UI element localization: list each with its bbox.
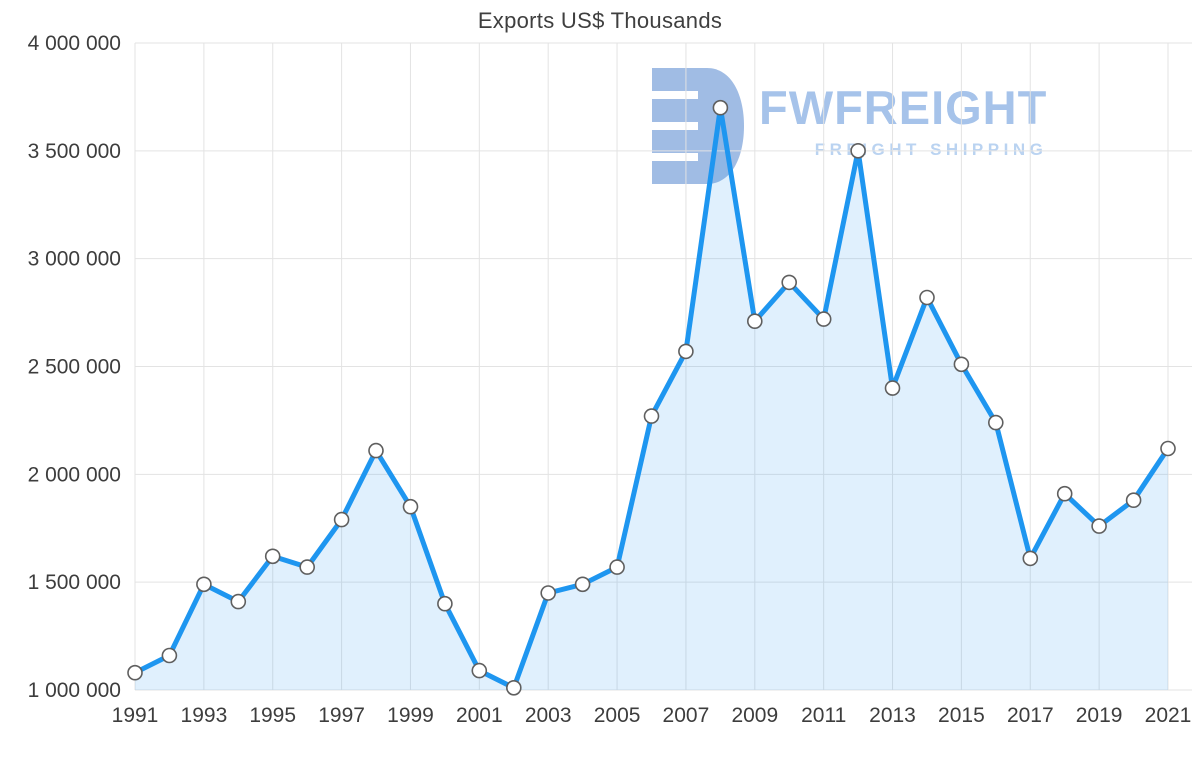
y-axis-labels: 1 000 000 1 500 000 2 000 000 2 500 000 3 00… — [28, 32, 121, 702]
svg-text:1993: 1993 — [181, 704, 228, 727]
svg-text:1 500 000: 1 500 000 — [28, 571, 121, 594]
svg-text:1999: 1999 — [387, 704, 434, 727]
x-axis-labels: 1991 1993 1995 1997 1999 2001 2003 2005 2007 2009… — [112, 704, 1192, 727]
svg-text:2019: 2019 — [1076, 704, 1123, 727]
watermark-brand: FWFREIGHT — [759, 81, 1048, 134]
svg-text:2 500 000: 2 500 000 — [28, 356, 121, 379]
svg-text:3 500 000: 3 500 000 — [28, 140, 121, 163]
watermark-text: FWFREIGHT FREIGHT SHIPPING — [759, 68, 1047, 160]
svg-text:2011: 2011 — [801, 704, 846, 727]
svg-text:2001: 2001 — [456, 704, 503, 727]
svg-text:1997: 1997 — [318, 704, 365, 727]
series-markers — [127, 99, 1176, 696]
svg-text:2009: 2009 — [731, 704, 778, 727]
svg-text:3 000 000: 3 000 000 — [28, 248, 121, 271]
svg-text:4 000 000: 4 000 000 — [28, 32, 121, 55]
svg-text:2005: 2005 — [594, 704, 641, 727]
chart-title: Exports US$ Thousands — [477, 8, 723, 33]
svg-text:2003: 2003 — [525, 704, 572, 727]
svg-text:2007: 2007 — [663, 704, 710, 727]
svg-text:2015: 2015 — [938, 704, 985, 727]
watermark-tagline: FREIGHT SHIPPING — [814, 140, 1048, 159]
svg-text:2017: 2017 — [1007, 704, 1054, 727]
gridlines — [134, 42, 1192, 691]
svg-text:2 000 000: 2 000 000 — [28, 463, 121, 486]
series-area — [135, 107, 1168, 690]
svg-text:2021: 2021 — [1145, 704, 1192, 727]
svg-text:1 000 000: 1 000 000 — [28, 679, 121, 702]
svg-text:1995: 1995 — [249, 704, 296, 727]
svg-text:2013: 2013 — [869, 704, 916, 727]
svg-text:1991: 1991 — [112, 704, 159, 727]
